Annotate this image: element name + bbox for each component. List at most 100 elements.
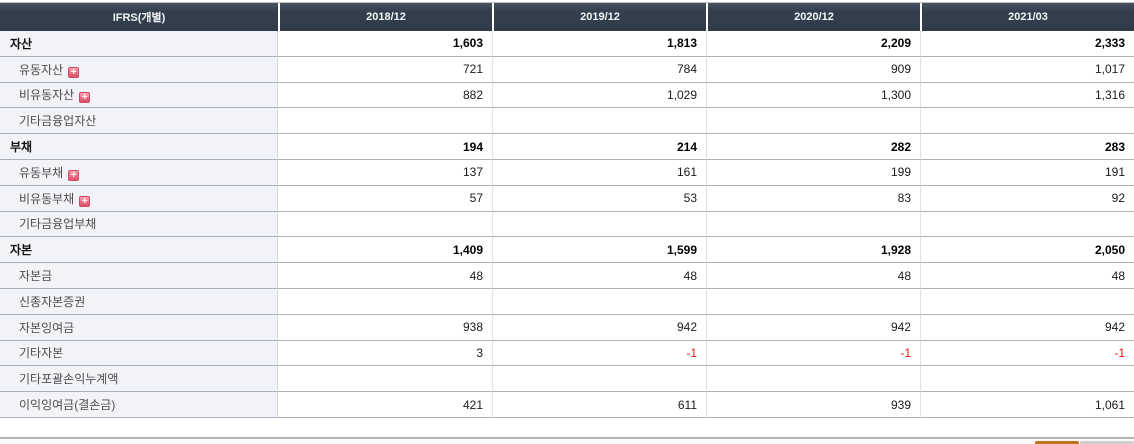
- row-label: 이익잉여금(결손금): [0, 392, 278, 418]
- row-label: 자본잉여금: [0, 314, 278, 341]
- row-label: 비유동부채 +: [0, 185, 278, 212]
- value-cell: 421: [278, 392, 492, 418]
- value-cell: [706, 211, 920, 238]
- value-cell: 1,061: [920, 392, 1134, 418]
- value-cell: 1,928: [706, 237, 920, 264]
- value-cell: 48: [278, 263, 492, 289]
- value-cell: 92: [920, 185, 1134, 212]
- bottom-divider: [0, 437, 1134, 439]
- value-cell: 942: [492, 314, 706, 341]
- value-cell: 939: [706, 392, 920, 418]
- header-cell-period: 2018/12: [278, 3, 492, 31]
- value-cell: 1,316: [920, 82, 1134, 109]
- value-cell: 199: [706, 159, 920, 186]
- value-cell: 214: [492, 134, 706, 160]
- value-cell: 161: [492, 159, 706, 186]
- row-label: 유동자산 +: [0, 56, 278, 83]
- table-body: 자산 1,603 1,813 2,209 2,333 유동자산 +721 784 909 1,01…: [0, 31, 1134, 418]
- value-cell: 48: [492, 263, 706, 289]
- row-label-text: 비유동자산: [19, 88, 75, 103]
- value-cell: 1,813: [492, 31, 706, 57]
- value-cell: 191: [920, 159, 1134, 186]
- balance-sheet-table: IFRS(개별) 2018/12 2019/12 2020/12 2021/03…: [0, 2, 1134, 418]
- table-row: 자본 1,409 1,599 1,928 2,050: [0, 237, 1134, 264]
- row-label-text: 자본: [10, 243, 33, 258]
- expand-plus-icon[interactable]: +: [68, 169, 80, 181]
- row-label: 기타포괄손익누계액: [0, 366, 278, 393]
- header-cell-ifrs: IFRS(개별): [0, 3, 278, 31]
- value-cell: [706, 366, 920, 393]
- table-row: 자본금 48 48 48 48: [0, 263, 1134, 289]
- value-cell: 721: [278, 56, 492, 83]
- row-label: 자산: [0, 31, 278, 57]
- header-cell-period: 2020/12: [706, 3, 920, 31]
- row-label-text: 기타금융업부채: [19, 217, 97, 232]
- row-label-text: 기타포괄손익누계액: [19, 372, 119, 387]
- value-cell: 53: [492, 185, 706, 212]
- value-cell: 1,300: [706, 82, 920, 109]
- expand-plus-icon[interactable]: +: [79, 195, 91, 207]
- value-cell: 2,050: [920, 237, 1134, 264]
- row-label: 자본: [0, 237, 278, 264]
- value-cell: 882: [278, 82, 492, 109]
- value-cell: 57: [278, 185, 492, 212]
- value-cell: 938: [278, 314, 492, 341]
- value-cell: [706, 108, 920, 135]
- value-cell: 1,409: [278, 237, 492, 264]
- row-label: 자본금: [0, 263, 278, 289]
- value-cell: 194: [278, 134, 492, 160]
- value-cell: -1: [706, 340, 920, 367]
- value-cell: 611: [492, 392, 706, 418]
- row-label-text: 부채: [10, 140, 33, 155]
- value-cell: 1,599: [492, 237, 706, 264]
- value-cell: 48: [920, 263, 1134, 289]
- header-cell-period: 2021/03: [920, 3, 1134, 31]
- table-row: 기타포괄손익누계액: [0, 366, 1134, 393]
- value-cell: [278, 366, 492, 393]
- value-cell: 909: [706, 56, 920, 83]
- value-cell: 282: [706, 134, 920, 160]
- table-row: 기타금융업자산: [0, 108, 1134, 135]
- value-cell: [920, 288, 1134, 315]
- table-row: 비유동자산 +882 1,029 1,300 1,316: [0, 82, 1134, 109]
- bottom-action-button-secondary[interactable]: [1080, 441, 1134, 444]
- row-label-text: 자산: [10, 36, 33, 51]
- table-row: 자산 1,603 1,813 2,209 2,333: [0, 31, 1134, 57]
- row-label: 유동부채 +: [0, 159, 278, 186]
- value-cell: 2,333: [920, 31, 1134, 57]
- value-cell: [492, 108, 706, 135]
- row-label: 부채: [0, 134, 278, 160]
- row-label-text: 이익잉여금(결손금): [19, 398, 116, 413]
- value-cell: [920, 211, 1134, 238]
- row-label-text: 비유동부채: [19, 191, 75, 206]
- value-cell: 1,029: [492, 82, 706, 109]
- value-cell: [492, 211, 706, 238]
- value-cell: 48: [706, 263, 920, 289]
- row-label-text: 신종자본증권: [19, 294, 86, 309]
- expand-plus-icon[interactable]: +: [79, 92, 91, 104]
- value-cell: 784: [492, 56, 706, 83]
- table-header: IFRS(개별) 2018/12 2019/12 2020/12 2021/03: [0, 3, 1134, 31]
- value-cell: [278, 108, 492, 135]
- table-row: 비유동부채 +57 53 83 92: [0, 185, 1134, 212]
- row-label: 기타자본: [0, 340, 278, 367]
- table-row: 기타금융업부채: [0, 211, 1134, 238]
- value-cell: [492, 366, 706, 393]
- value-cell: [706, 288, 920, 315]
- value-cell: [920, 366, 1134, 393]
- row-label-text: 자본금: [19, 269, 53, 284]
- value-cell: -1: [492, 340, 706, 367]
- value-cell: [492, 288, 706, 315]
- row-label-text: 기타자본: [19, 346, 64, 361]
- expand-plus-icon[interactable]: +: [68, 66, 80, 78]
- value-cell: -1: [920, 340, 1134, 367]
- bottom-action-button-primary[interactable]: [1035, 441, 1079, 444]
- table-row: 신종자본증권: [0, 288, 1134, 315]
- value-cell: 1,017: [920, 56, 1134, 83]
- table-row: 이익잉여금(결손금) 421 611 939 1,061: [0, 392, 1134, 418]
- value-cell: [920, 108, 1134, 135]
- row-label: 비유동자산 +: [0, 82, 278, 109]
- value-cell: 83: [706, 185, 920, 212]
- table-row: 부채 194 214 282 283: [0, 134, 1134, 160]
